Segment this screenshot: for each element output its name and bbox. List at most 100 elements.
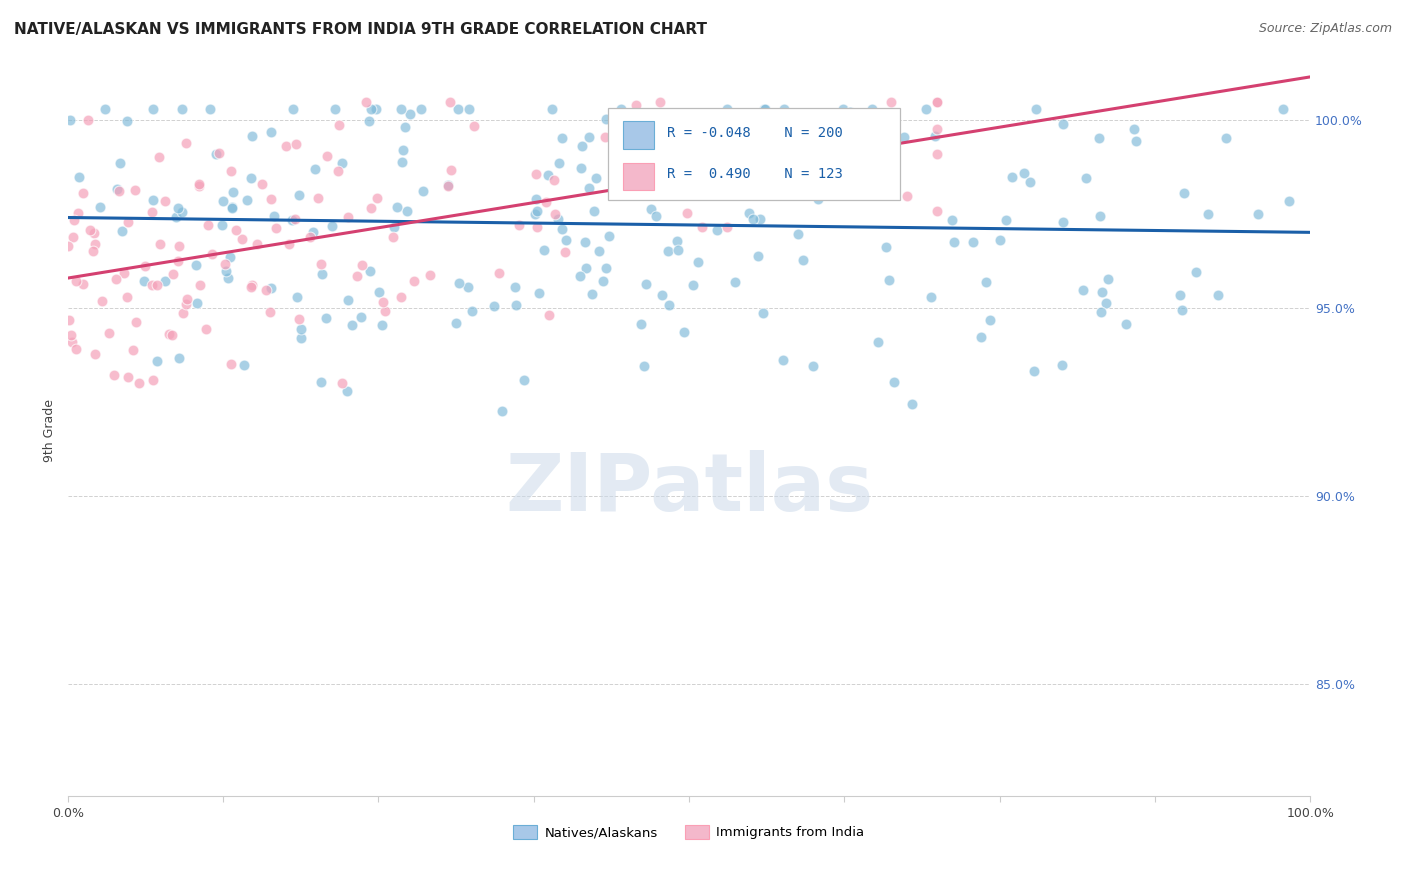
Point xyxy=(676,206,699,220)
Point xyxy=(634,277,657,291)
Point xyxy=(245,237,267,252)
Point xyxy=(458,102,481,116)
Point xyxy=(117,290,139,304)
Point xyxy=(1272,102,1295,116)
Point xyxy=(105,272,128,286)
Point xyxy=(394,120,416,135)
Point xyxy=(440,163,463,178)
Point xyxy=(792,253,814,268)
Point xyxy=(463,120,485,134)
Point xyxy=(1071,284,1094,298)
Point xyxy=(851,121,873,136)
Point xyxy=(1024,364,1046,378)
Point xyxy=(259,305,281,319)
Point xyxy=(658,298,681,312)
Point xyxy=(176,292,198,306)
Point xyxy=(437,178,460,193)
Point xyxy=(211,218,233,232)
Point xyxy=(309,257,332,271)
Point xyxy=(239,171,262,186)
Point xyxy=(1173,186,1195,201)
Point xyxy=(571,139,593,153)
Point xyxy=(316,149,339,163)
Point xyxy=(633,359,655,374)
Point xyxy=(214,257,236,271)
Point xyxy=(924,129,946,144)
Point xyxy=(259,125,281,139)
Point xyxy=(1123,121,1146,136)
Point xyxy=(834,179,856,194)
Point xyxy=(724,275,747,289)
Point xyxy=(82,244,104,259)
Point xyxy=(148,150,170,164)
Point xyxy=(752,306,775,320)
Point xyxy=(259,192,281,206)
Point xyxy=(97,326,120,341)
Point xyxy=(524,207,547,221)
Point xyxy=(83,226,105,240)
Point xyxy=(801,359,824,374)
Point xyxy=(860,102,883,116)
Point xyxy=(360,201,382,215)
Point xyxy=(437,178,460,192)
Point xyxy=(773,102,796,116)
Point xyxy=(491,404,513,418)
Point xyxy=(439,95,461,109)
Point xyxy=(740,161,762,176)
Point xyxy=(482,299,505,313)
Point xyxy=(72,277,94,291)
Point xyxy=(382,220,405,235)
Point xyxy=(65,343,87,357)
Point xyxy=(581,286,603,301)
Point xyxy=(105,182,128,196)
Point xyxy=(555,233,578,247)
Point xyxy=(665,234,688,248)
Point xyxy=(79,223,101,237)
Point xyxy=(787,166,810,180)
Point xyxy=(412,184,434,198)
Point xyxy=(915,102,938,116)
FancyBboxPatch shape xyxy=(609,108,900,200)
Point xyxy=(107,184,129,198)
Point xyxy=(970,329,993,343)
Point xyxy=(1097,272,1119,286)
Point xyxy=(593,129,616,144)
Point xyxy=(505,298,527,312)
Point xyxy=(165,211,187,225)
Point xyxy=(167,253,190,268)
Point xyxy=(747,249,769,263)
Point xyxy=(215,264,238,278)
Point xyxy=(457,280,479,294)
Point xyxy=(651,288,673,302)
Point xyxy=(1125,134,1147,148)
Point xyxy=(404,274,426,288)
Point xyxy=(927,95,949,109)
Point xyxy=(307,192,329,206)
Point xyxy=(287,290,309,304)
Point xyxy=(290,321,312,335)
Point xyxy=(284,211,307,226)
Point xyxy=(302,225,325,239)
Point xyxy=(170,205,193,219)
Text: R =  0.490    N = 123: R = 0.490 N = 123 xyxy=(666,167,842,181)
Point xyxy=(142,194,165,208)
Point xyxy=(399,107,422,121)
Point xyxy=(212,194,235,208)
Point xyxy=(58,313,80,327)
Point xyxy=(756,168,779,182)
Point xyxy=(240,278,263,293)
Point xyxy=(630,317,652,331)
Point xyxy=(385,200,408,214)
Point xyxy=(373,294,395,309)
Point xyxy=(84,237,107,252)
Point xyxy=(354,95,377,109)
Point xyxy=(94,102,117,116)
Point xyxy=(311,267,333,281)
Point xyxy=(690,219,713,234)
Point xyxy=(364,102,387,116)
Point xyxy=(664,181,686,195)
Point xyxy=(806,192,828,206)
Point xyxy=(167,351,190,365)
Point xyxy=(551,130,574,145)
Point xyxy=(610,102,633,116)
